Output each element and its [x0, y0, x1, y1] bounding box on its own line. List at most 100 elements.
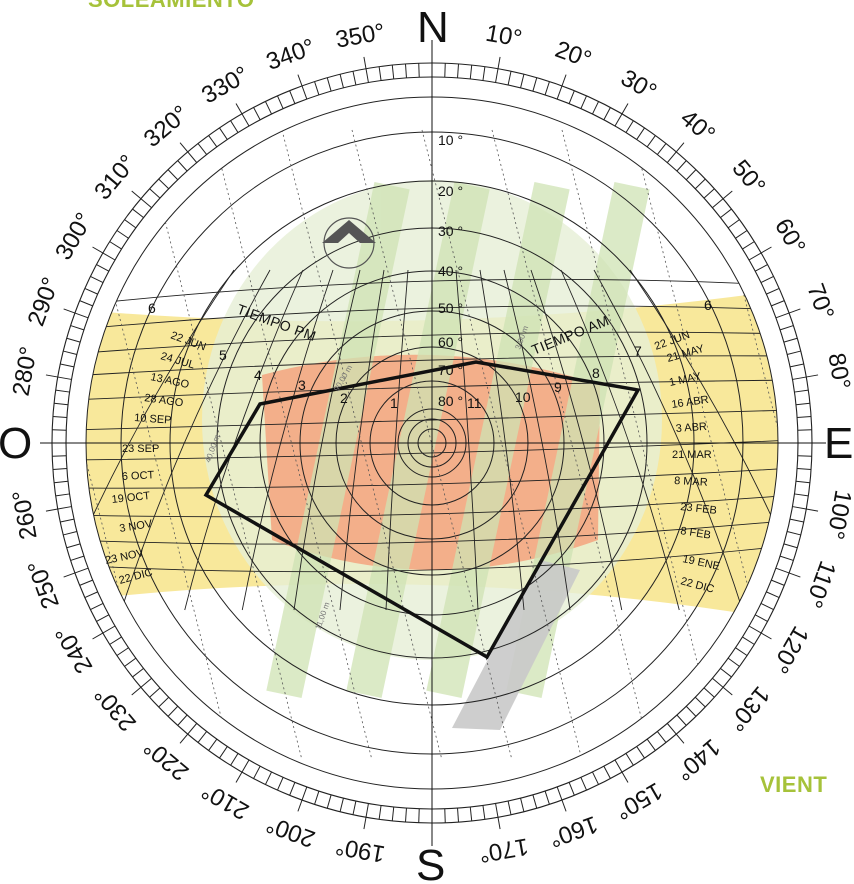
azimuth-tick — [55, 493, 70, 497]
date-label: 6 OCT — [122, 469, 155, 483]
date-label: 8 FEB — [680, 525, 712, 542]
azimuth-tick — [775, 567, 801, 578]
azimuth-label: 250° — [23, 556, 65, 612]
azimuth-tick — [507, 800, 512, 815]
sun-grid-dashed — [211, 129, 373, 761]
azimuth-tick — [66, 337, 81, 343]
azimuth-tick — [760, 275, 774, 284]
azimuth-tick — [96, 264, 110, 272]
azimuth-tick — [84, 591, 98, 599]
azimuth-tick — [603, 765, 611, 779]
azimuth-tick — [314, 790, 320, 805]
azimuth-tick — [694, 178, 706, 190]
azimuth-label: 260° — [8, 488, 43, 542]
azimuth-tick — [787, 350, 801, 355]
hour-labels-am: 11 10 9 8 7 6 — [467, 297, 712, 411]
hour-line — [293, 269, 361, 611]
azimuth-tick — [735, 230, 748, 239]
hour-line — [629, 269, 778, 611]
azimuth-tick — [131, 190, 152, 209]
azimuth-tick — [636, 746, 645, 759]
azimuth-tick — [109, 241, 122, 250]
azimuth-tick — [96, 614, 110, 622]
azimuth-tick — [795, 402, 810, 406]
date-label: 23 FEB — [680, 501, 718, 517]
altitude-label: 30 ° — [438, 223, 463, 239]
azimuth-tick — [60, 518, 75, 523]
azimuth-tick — [219, 127, 228, 140]
azimuth-tick — [666, 723, 685, 744]
azimuth-tick — [556, 786, 567, 812]
page-header-title: SOLEAMIENTO — [88, 0, 254, 13]
azimuth-tick — [63, 308, 89, 319]
azimuth-tick — [70, 555, 85, 561]
azimuth-tick — [568, 90, 575, 104]
azimuth-label: 10° — [484, 20, 524, 53]
azimuth-label: 340° — [263, 34, 319, 76]
date-label: 10 SEP — [134, 412, 172, 427]
azimuth-tick — [54, 480, 69, 484]
hour-label: 7 — [634, 343, 642, 359]
azimuth-tick — [132, 208, 144, 219]
altitude-label: 40 ° — [438, 263, 463, 279]
azimuth-tick — [532, 77, 538, 92]
azimuth-tick — [532, 794, 538, 809]
hour-line — [593, 269, 743, 611]
azimuth-tick — [235, 759, 250, 783]
date-label: 19 OCT — [111, 490, 151, 506]
azimuth-tick — [544, 81, 550, 96]
hour-line — [503, 269, 571, 611]
azimuth-tick — [149, 188, 161, 199]
azimuth-tick — [54, 402, 69, 406]
hour-label: 5 — [219, 347, 227, 363]
hour-label: 11 — [467, 395, 482, 411]
hour-line — [339, 269, 385, 611]
azimuth-tick — [230, 753, 239, 766]
azimuth-tick — [794, 389, 809, 393]
hour-line — [241, 269, 334, 611]
azimuth-tick — [792, 506, 819, 512]
azimuth-tick — [792, 374, 819, 380]
azimuth-tick — [84, 287, 98, 295]
azimuth-label: 140° — [670, 733, 725, 786]
azimuth-tick — [779, 555, 794, 561]
altitude-label: 50 ° — [438, 300, 463, 316]
azimuth-tick — [625, 753, 634, 766]
azimuth-label: 280° — [8, 344, 43, 398]
azimuth-tick — [748, 246, 772, 261]
azimuth-tick — [177, 160, 188, 172]
sun-grid-dashed — [491, 129, 653, 761]
azimuth-tick — [253, 765, 261, 779]
altitude-label: 60 ° — [438, 334, 463, 350]
hour-labels-pm: 6 5 4 3 2 1 — [148, 300, 398, 411]
azimuth-tick — [646, 738, 656, 751]
altitude-label: 10 ° — [438, 132, 463, 148]
south-label: S — [416, 841, 445, 884]
hour-line — [530, 269, 623, 611]
azimuth-label: 170° — [477, 832, 531, 867]
azimuth-label: 100° — [821, 488, 854, 542]
azimuth-tick — [253, 107, 261, 121]
azimuth-tick — [703, 687, 715, 698]
azimuth-tick — [783, 543, 798, 549]
date-label: 16 ABR — [671, 394, 710, 411]
azimuth-tick — [469, 806, 473, 821]
azimuth-tick — [656, 143, 667, 155]
azimuth-tick — [79, 579, 93, 586]
azimuth-tick — [742, 241, 755, 250]
north-label: N — [417, 3, 449, 52]
azimuth-tick — [66, 543, 81, 549]
azimuth-tick — [179, 723, 198, 744]
azimuth-label: 240° — [50, 621, 98, 677]
azimuth-label: 150° — [610, 777, 666, 825]
hour-label: 9 — [554, 379, 562, 395]
azimuth-tick — [60, 363, 75, 368]
azimuth-tick — [314, 81, 320, 96]
hour-line — [184, 269, 304, 611]
azimuth-label: 80° — [822, 351, 854, 391]
azimuth-tick — [771, 300, 785, 307]
azimuth-tick — [158, 178, 170, 190]
site-outline — [203, 360, 641, 660]
azimuth-tick — [276, 95, 284, 109]
